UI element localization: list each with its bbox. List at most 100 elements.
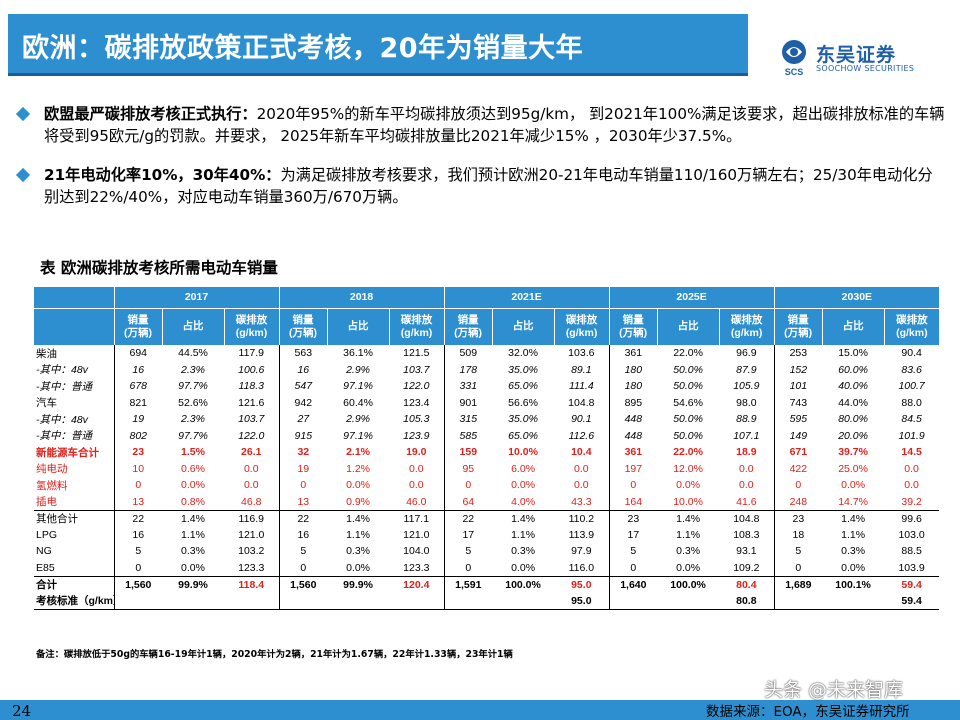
- table-cell: 80.8: [719, 592, 775, 610]
- table-row: 柴油 694 44.5% 117.9 563 36.1% 121.5 509 32.0% 103.…: [34, 345, 939, 362]
- table-cell: 0.0%: [511, 561, 536, 574]
- table-row: -其中：普通 678 97.7% 118.3 547 97.1% 122.0 331 65.0%…: [34, 378, 939, 395]
- table-cell: 43.3: [571, 495, 592, 508]
- table-cell: 19: [278, 460, 328, 477]
- table-cell: 56.6%: [508, 396, 538, 409]
- table-cell: 10: [113, 460, 162, 477]
- table-cell: 0.0%: [346, 479, 370, 492]
- table-cell: 0.6%: [181, 462, 205, 475]
- table-cell: 2.3%: [181, 363, 205, 376]
- table-cell: 1.1%: [181, 528, 205, 541]
- table-cell: 113.9: [568, 528, 595, 541]
- table-cell: 0.0: [739, 462, 754, 475]
- table-cell: 4.0%: [511, 495, 536, 508]
- logo-name-cn: 东吴证券: [816, 44, 897, 66]
- table-cell: 103.6: [568, 347, 595, 360]
- table-cell: 2.1%: [346, 446, 370, 459]
- table-cell: 123.3: [403, 561, 430, 574]
- table-cell: 35.0%: [508, 363, 538, 376]
- table-cell: 23: [773, 509, 823, 527]
- diamond-bullet-icon: [15, 167, 31, 183]
- table-cell: 0.0: [243, 462, 259, 475]
- table-cell: 1.4%: [492, 509, 555, 527]
- table-cell: 16: [113, 361, 162, 378]
- table-cell: 109.2: [733, 561, 760, 574]
- ev-sales-table: 2017 2018 2021E 2025E 2030E 销量 (万辆) 占比 碳排放 (g/k…: [34, 287, 940, 610]
- table-cell: 103.2: [238, 545, 265, 558]
- table-cell: 0.0: [739, 479, 754, 492]
- table-cell: 99.6: [884, 509, 940, 527]
- table-row: 合计 1,560 99.9% 118.4 1,560 99.9% 120.4 1,591 100…: [34, 575, 940, 593]
- title-bar: 欧洲：碳排放政策正式考核，20年为销量大年: [8, 14, 748, 76]
- table-row: -其中：48v 16 2.3% 100.6 16 2.9% 103.7 178 35.0% 89.…: [34, 361, 939, 378]
- table-cell: 0.9%: [346, 495, 370, 508]
- bullet-list: 欧盟最严碳排放考核正式执行：2020年95%的新车平均碳排放须达到95g/km，…: [15, 103, 946, 225]
- row-label: 柴油: [36, 347, 57, 360]
- table-cell: 100.1%: [822, 575, 885, 593]
- table-cell: 802: [113, 427, 162, 444]
- table-cell: 18.9: [736, 446, 757, 459]
- table-cell: 112.6: [568, 429, 595, 442]
- table-cell: 0: [278, 559, 328, 576]
- table-cell: 17: [443, 526, 493, 543]
- table-cell: 88.9: [736, 413, 757, 426]
- table-cell: 50.0%: [673, 380, 703, 393]
- table-cell: 743: [773, 394, 823, 411]
- table-cell: 0: [113, 559, 162, 576]
- row-label: -其中：普通: [36, 380, 92, 393]
- table-cell: 248: [773, 493, 823, 510]
- table-row: 考核标准（g/km） 95.0 80.8 59.4: [34, 592, 940, 610]
- row-label: -其中：普通: [36, 430, 92, 443]
- table-cell: [492, 592, 555, 610]
- header-corner: [34, 307, 114, 345]
- column-header: 碳排放 (g/km): [883, 307, 940, 345]
- table-cell: 0.8%: [181, 495, 205, 508]
- column-header: 销量 (万辆): [278, 307, 328, 345]
- table-cell: 52.6%: [178, 396, 208, 409]
- table-cell: 60.0%: [838, 363, 868, 376]
- table-cell: 23: [113, 444, 162, 461]
- year-header: 2017: [113, 287, 280, 308]
- table-cell: 1,560: [278, 575, 328, 593]
- table-cell: [113, 592, 162, 610]
- table-cell: 2.9%: [346, 413, 370, 426]
- table-cell: 41.6: [736, 495, 757, 508]
- table-cell: 595: [773, 411, 823, 428]
- table-cell: 93.1: [736, 545, 757, 558]
- table-cell: 13: [278, 493, 328, 510]
- table-cell: 107.1: [733, 429, 760, 442]
- table-cell: 97.9: [571, 545, 592, 558]
- table-cell: 678: [113, 378, 162, 395]
- table-cell: 15.0%: [838, 347, 868, 360]
- table-row: 新能源车合计 23 1.5% 26.1 32 2.1% 19.0 159 10.0% 10.4 36…: [34, 444, 939, 461]
- table-cell: 120.4: [389, 575, 445, 593]
- table-cell: 35.0%: [508, 413, 538, 426]
- table-cell: 0.0%: [676, 479, 701, 492]
- table-cell: 0: [113, 477, 162, 494]
- table-cell: 6.0%: [511, 462, 536, 475]
- table-cell: 0: [608, 477, 658, 494]
- column-header: 占比: [326, 307, 390, 345]
- table-cell: 99.9%: [327, 575, 390, 593]
- table-cell: 121.0: [403, 528, 430, 541]
- table-cell: [278, 592, 328, 610]
- row-label: 新能源车合计: [36, 446, 99, 459]
- table-cell: 178: [443, 361, 493, 378]
- table-cell: 122.0: [238, 429, 265, 442]
- table-cell: [224, 592, 280, 610]
- table-cell: 65.0%: [508, 429, 538, 442]
- table-cell: 1,640: [608, 575, 658, 593]
- table-cell: 80.0%: [838, 413, 868, 426]
- row-label: E85: [36, 561, 55, 574]
- table-cell: 40.0%: [838, 380, 868, 393]
- table-cell: 108.3: [733, 528, 760, 541]
- table-cell: 118.4: [224, 575, 280, 593]
- table-cell: 59.4: [884, 575, 940, 593]
- table-cell: 0.3%: [676, 545, 701, 558]
- table-cell: [443, 592, 493, 610]
- table-cell: 50.0%: [673, 363, 703, 376]
- table-cell: [162, 592, 224, 610]
- bullet-text: 为满足碳排放考核要求，我们预计欧洲20-21年电动车销量110/160万辆左右；…: [44, 166, 933, 206]
- table-cell: 100.0%: [657, 575, 720, 593]
- table-cell: 39.2: [901, 495, 922, 508]
